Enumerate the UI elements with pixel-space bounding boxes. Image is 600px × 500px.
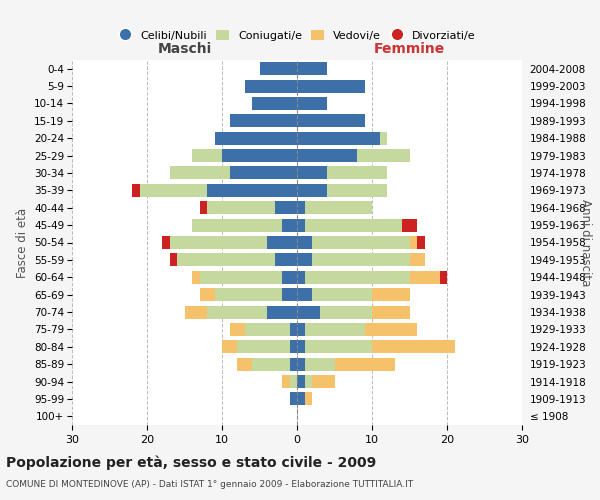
Bar [409,254,425,266]
Bar [365,323,417,336]
Bar [252,97,297,110]
Bar [312,375,335,388]
Bar [290,340,297,353]
Bar [267,306,297,318]
Text: Femmine: Femmine [374,42,445,56]
Bar [297,375,305,388]
Bar [305,375,312,388]
Bar [439,270,447,284]
Bar [275,254,297,266]
Bar [215,288,282,301]
Y-axis label: Anni di nascita: Anni di nascita [579,199,592,286]
Bar [222,340,237,353]
Bar [267,236,297,249]
Bar [192,149,222,162]
Bar [290,323,297,336]
Bar [222,149,297,162]
Bar [170,236,267,249]
Bar [327,184,387,197]
Bar [207,306,267,318]
Bar [297,306,320,318]
Bar [170,166,229,179]
Bar [305,323,365,336]
Bar [199,288,215,301]
Bar [132,184,139,197]
Bar [260,62,297,75]
Bar [305,218,402,232]
Bar [199,270,282,284]
Bar [215,132,297,144]
Bar [297,340,305,353]
Bar [282,288,297,301]
Bar [290,375,297,388]
Bar [312,236,409,249]
Bar [305,270,409,284]
Bar [312,254,409,266]
Legend: Celibi/Nubili, Coniugati/e, Vedovi/e, Divorziati/e: Celibi/Nubili, Coniugati/e, Vedovi/e, Di… [114,26,480,45]
Bar [199,201,207,214]
Bar [305,201,372,214]
Text: COMUNE DI MONTEDINOVE (AP) - Dati ISTAT 1° gennaio 2009 - Elaborazione TUTTITALI: COMUNE DI MONTEDINOVE (AP) - Dati ISTAT … [6,480,413,489]
Bar [290,358,297,370]
Bar [305,340,372,353]
Bar [335,358,395,370]
Bar [380,132,387,144]
Bar [207,201,275,214]
Text: Popolazione per età, sesso e stato civile - 2009: Popolazione per età, sesso e stato civil… [6,455,376,469]
Bar [305,392,312,406]
Bar [162,236,170,249]
Bar [320,306,372,318]
Bar [282,270,297,284]
Bar [305,358,335,370]
Bar [297,254,312,266]
Bar [282,375,290,388]
Bar [297,62,327,75]
Bar [229,114,297,128]
Bar [297,270,305,284]
Text: Maschi: Maschi [157,42,212,56]
Bar [282,218,297,232]
Bar [185,306,207,318]
Bar [297,201,305,214]
Bar [409,236,417,249]
Bar [402,218,417,232]
Bar [297,132,380,144]
Bar [229,323,245,336]
Bar [245,80,297,92]
Bar [297,358,305,370]
Y-axis label: Fasce di età: Fasce di età [16,208,29,278]
Bar [297,323,305,336]
Bar [372,288,409,301]
Bar [297,97,327,110]
Bar [357,149,409,162]
Bar [237,340,290,353]
Bar [139,184,207,197]
Bar [275,201,297,214]
Bar [297,184,327,197]
Bar [252,358,290,370]
Bar [312,288,372,301]
Bar [417,236,425,249]
Bar [409,270,439,284]
Bar [297,392,305,406]
Bar [207,184,297,197]
Bar [297,236,312,249]
Bar [297,80,365,92]
Bar [372,340,455,353]
Bar [327,166,387,179]
Bar [237,358,252,370]
Bar [297,218,305,232]
Bar [192,218,282,232]
Bar [170,254,177,266]
Bar [290,392,297,406]
Bar [297,114,365,128]
Bar [297,288,312,301]
Bar [177,254,275,266]
Bar [229,166,297,179]
Bar [192,270,199,284]
Bar [372,306,409,318]
Bar [245,323,290,336]
Bar [297,166,327,179]
Bar [297,149,357,162]
